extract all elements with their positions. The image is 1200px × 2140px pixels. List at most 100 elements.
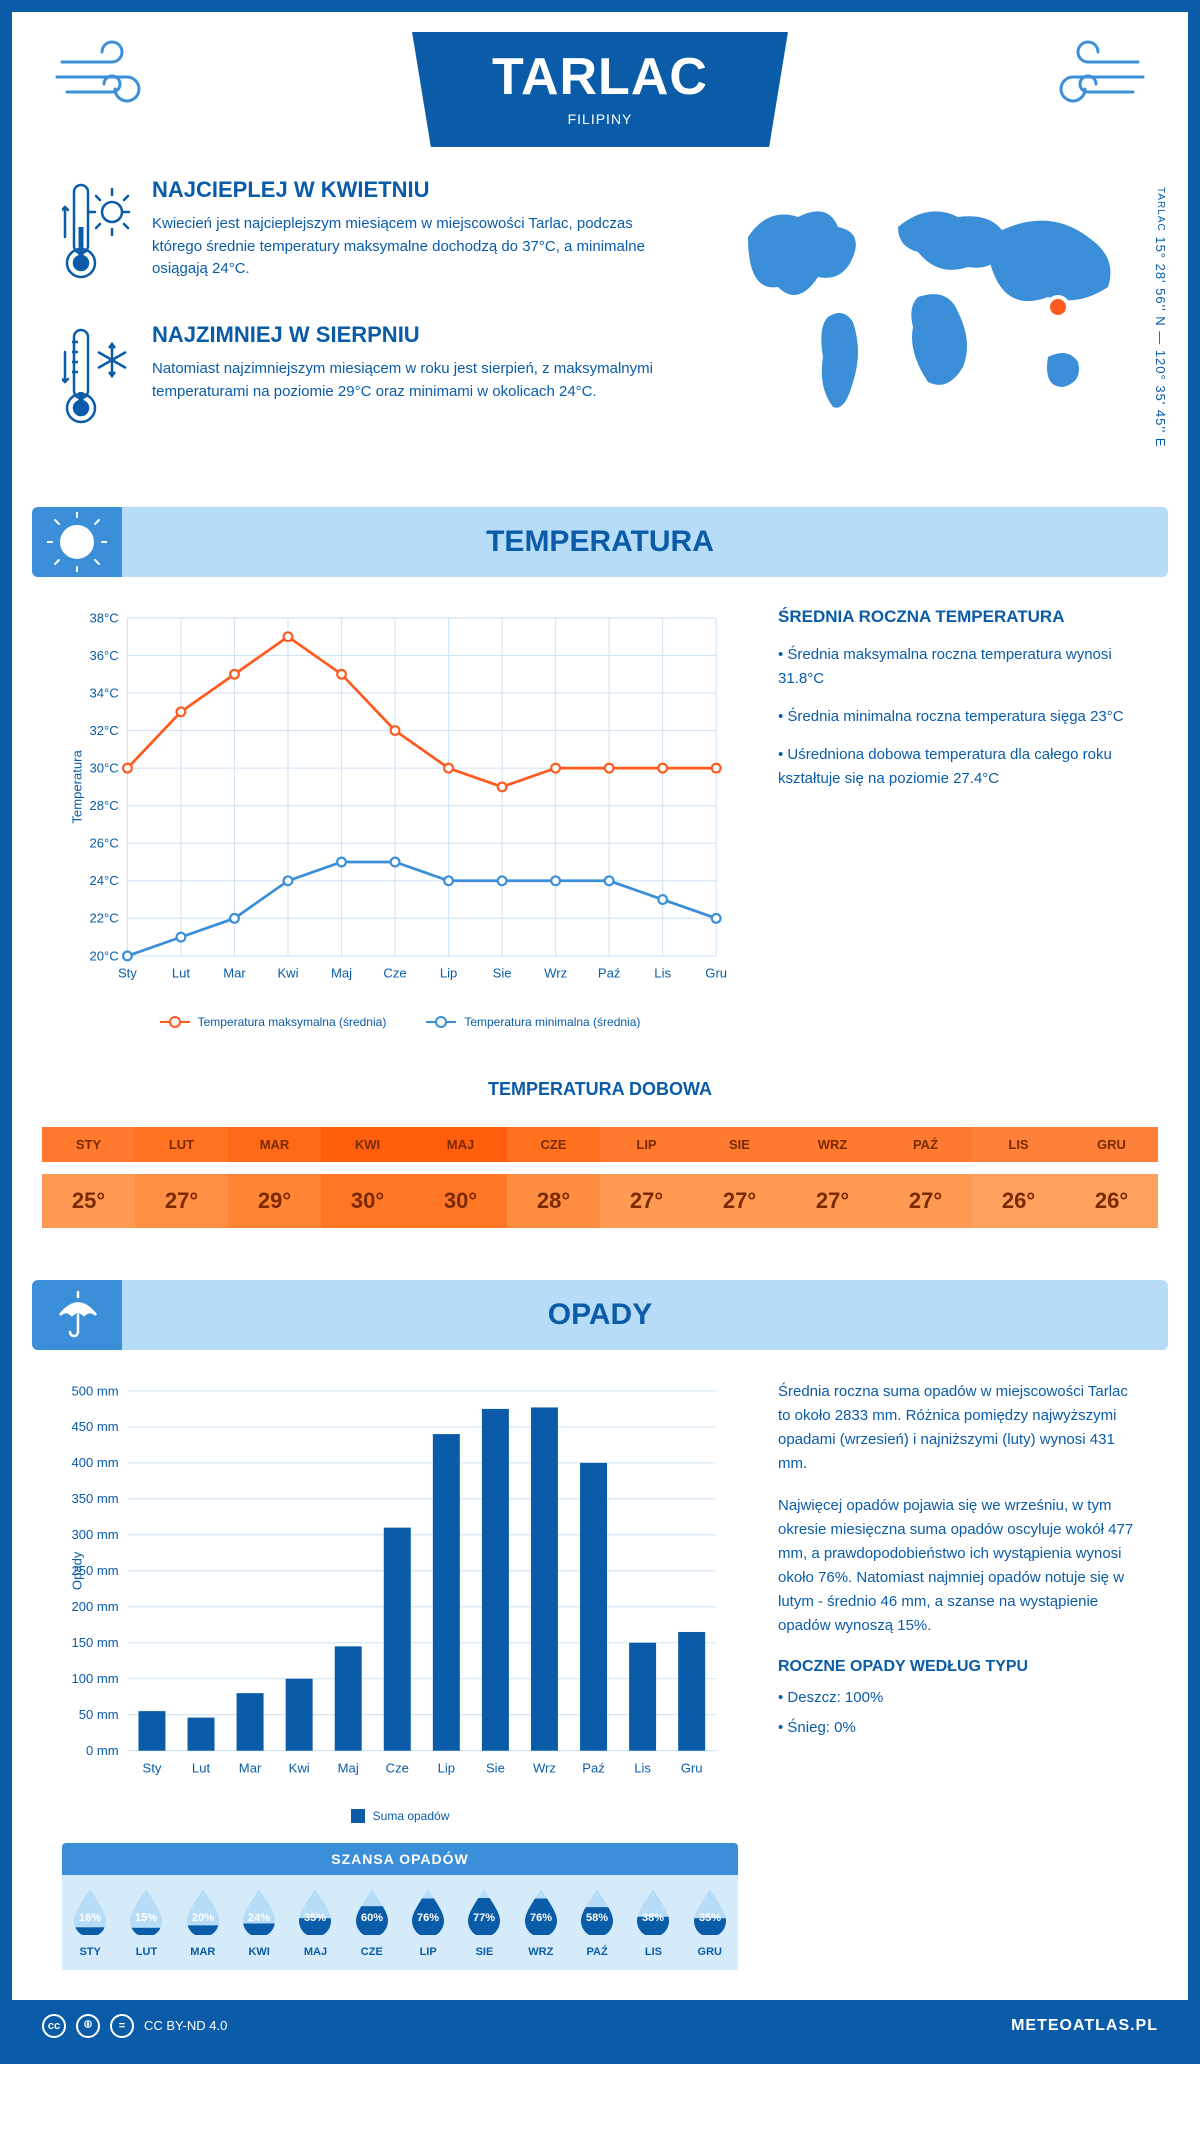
rain-legend: Suma opadów <box>62 1809 738 1823</box>
thermometer-hot-icon <box>62 177 132 292</box>
svg-text:Kwi: Kwi <box>277 966 298 981</box>
svg-text:150 mm: 150 mm <box>71 1635 118 1650</box>
rain-info: Średnia roczna suma opadów w miejscowośc… <box>778 1380 1138 1970</box>
svg-text:32°C: 32°C <box>89 723 118 738</box>
rain-chance-title: SZANSA OPADÓW <box>62 1843 738 1875</box>
svg-text:20%: 20% <box>192 1912 214 1924</box>
rain-drop-cell: 15%LUT <box>118 1887 174 1958</box>
svg-text:500 mm: 500 mm <box>71 1383 118 1398</box>
svg-text:60%: 60% <box>361 1912 383 1924</box>
svg-text:24%: 24% <box>248 1912 270 1924</box>
svg-text:Lis: Lis <box>654 966 671 981</box>
temp-table-cell: MAJ30° <box>414 1115 507 1240</box>
legend-item: Temperatura minimalna (średnia) <box>426 1015 640 1029</box>
rain-chance-box: SZANSA OPADÓW 16%STY15%LUT20%MAR24%KWI35… <box>62 1843 738 1970</box>
rain-section-header: OPADY <box>32 1280 1168 1350</box>
svg-text:200 mm: 200 mm <box>71 1599 118 1614</box>
temp-table-cell: KWI30° <box>321 1115 414 1240</box>
temperature-stats: ŚREDNIA ROCZNA TEMPERATURA • Średnia mak… <box>778 607 1138 1029</box>
coordinates: TARLAC 15° 28' 56'' N — 120° 35' 45'' E <box>1153 187 1168 448</box>
rain-drop-cell: 60%CZE <box>344 1887 400 1958</box>
temp-table-cell: MAR29° <box>228 1115 321 1240</box>
svg-text:35%: 35% <box>699 1912 721 1924</box>
svg-text:400 mm: 400 mm <box>71 1455 118 1470</box>
temp-table-cell: STY25° <box>42 1115 135 1240</box>
coldest-title: NAJZIMNIEJ W SIERPNIU <box>152 322 678 348</box>
daily-temp-title: TEMPERATURA DOBOWA <box>12 1079 1188 1100</box>
warmest-text: Kwiecień jest najcieplejszym miesiącem w… <box>152 213 678 281</box>
coldest-block: NAJZIMNIEJ W SIERPNIU Natomiast najzimni… <box>62 322 678 437</box>
svg-text:76%: 76% <box>530 1912 552 1924</box>
svg-text:0 mm: 0 mm <box>86 1743 119 1758</box>
coldest-text: Natomiast najzimniejszym miesiącem w rok… <box>152 358 678 403</box>
svg-text:24°C: 24°C <box>89 873 118 888</box>
svg-text:Cze: Cze <box>386 1760 409 1775</box>
temp-table-cell: LIP27° <box>600 1115 693 1240</box>
svg-text:Lut: Lut <box>172 966 191 981</box>
rain-type-item: • Deszcz: 100% <box>778 1686 1138 1710</box>
title-banner: TARLAC FILIPINY <box>412 32 788 147</box>
svg-text:26°C: 26°C <box>89 836 118 851</box>
temperature-legend: Temperatura maksymalna (średnia) Temperat… <box>62 1015 738 1029</box>
temperature-section-header: TEMPERATURA <box>32 507 1168 577</box>
svg-text:Maj: Maj <box>331 966 352 981</box>
temp-stat: • Uśredniona dobowa temperatura dla całe… <box>778 743 1138 791</box>
rain-drop-cell: 76%WRZ <box>513 1887 569 1958</box>
world-map: TARLAC 15° 28' 56'' N — 120° 35' 45'' E <box>718 177 1138 467</box>
svg-text:Lip: Lip <box>440 966 457 981</box>
rain-drop-cell: 24%KWI <box>231 1887 287 1958</box>
svg-text:35%: 35% <box>304 1912 326 1924</box>
svg-text:50 mm: 50 mm <box>79 1707 119 1722</box>
wind-icon-left <box>52 32 172 132</box>
warmest-block: NAJCIEPLEJ W KWIETNIU Kwiecień jest najc… <box>62 177 678 292</box>
svg-text:100 mm: 100 mm <box>71 1671 118 1686</box>
svg-text:76%: 76% <box>417 1912 439 1924</box>
temp-table-cell: CZE28° <box>507 1115 600 1240</box>
svg-text:Sie: Sie <box>493 966 512 981</box>
rain-drop-cell: 35%GRU <box>682 1887 738 1958</box>
temp-stat: • Średnia minimalna roczna temperatura s… <box>778 705 1138 729</box>
svg-text:Gru: Gru <box>681 1760 703 1775</box>
svg-text:16%: 16% <box>79 1912 101 1924</box>
svg-text:Lip: Lip <box>438 1760 455 1775</box>
svg-text:Paź: Paź <box>598 966 621 981</box>
rain-drop-cell: 58%PAŹ <box>569 1887 625 1958</box>
svg-text:Mar: Mar <box>239 1760 262 1775</box>
svg-text:Gru: Gru <box>705 966 727 981</box>
svg-text:20°C: 20°C <box>89 948 118 963</box>
svg-text:30°C: 30°C <box>89 760 118 775</box>
legend-item: Temperatura maksymalna (średnia) <box>160 1015 387 1029</box>
nd-icon: = <box>110 2014 134 2038</box>
svg-text:28°C: 28°C <box>89 798 118 813</box>
umbrella-icon <box>32 1280 122 1350</box>
temp-table-cell: LIS26° <box>972 1115 1065 1240</box>
page-subtitle: FILIPINY <box>492 111 708 127</box>
svg-text:36°C: 36°C <box>89 648 118 663</box>
svg-text:Sie: Sie <box>486 1760 505 1775</box>
svg-text:38°C: 38°C <box>89 610 118 625</box>
svg-text:Wrz: Wrz <box>544 966 567 981</box>
temp-table-cell: PAŹ27° <box>879 1115 972 1240</box>
daily-temperature-table: STY25°LUT27°MAR29°KWI30°MAJ30°CZE28°LIP2… <box>42 1115 1158 1240</box>
rain-drop-cell: 77%SIE <box>456 1887 512 1958</box>
svg-text:Paź: Paź <box>582 1760 605 1775</box>
rain-drop-cell: 38%LIS <box>625 1887 681 1958</box>
svg-text:Mar: Mar <box>223 966 246 981</box>
temp-table-cell: GRU26° <box>1065 1115 1158 1240</box>
cc-icon: cc <box>42 2014 66 2038</box>
rain-para-2: Najwięcej opadów pojawia się we wrześniu… <box>778 1494 1138 1638</box>
svg-text:Sty: Sty <box>118 966 137 981</box>
rain-drop-cell: 76%LIP <box>400 1887 456 1958</box>
header: TARLAC FILIPINY <box>12 12 1188 147</box>
svg-text:22°C: 22°C <box>89 911 118 926</box>
rain-drop-cell: 35%MAJ <box>287 1887 343 1958</box>
svg-text:Wrz: Wrz <box>533 1760 556 1775</box>
rain-drop-cell: 16%STY <box>62 1887 118 1958</box>
sun-icon <box>32 507 122 577</box>
svg-text:Lut: Lut <box>192 1760 211 1775</box>
svg-text:58%: 58% <box>586 1912 608 1924</box>
temp-stats-title: ŚREDNIA ROCZNA TEMPERATURA <box>778 607 1138 627</box>
page-title: TARLAC <box>492 47 708 107</box>
svg-text:Kwi: Kwi <box>289 1760 310 1775</box>
license-info: cc 🅯 = CC BY-ND 4.0 <box>42 2014 227 2038</box>
